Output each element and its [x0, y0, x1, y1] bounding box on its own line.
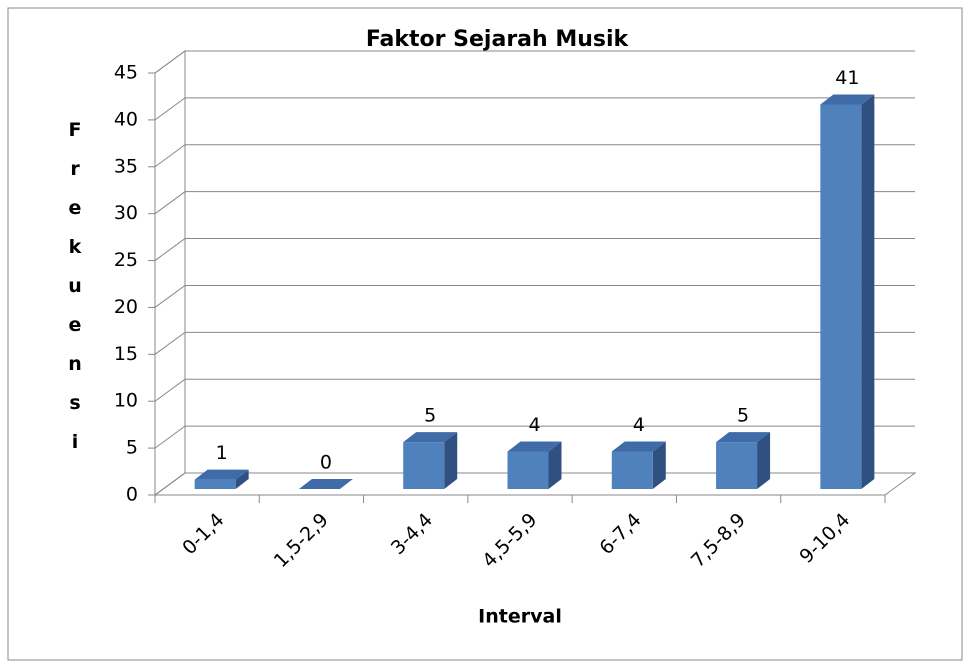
bar-front [611, 451, 653, 489]
bar-side [861, 94, 875, 489]
y-tick-label: 35 [114, 155, 138, 177]
grid-line [154, 144, 915, 168]
data-label: 41 [835, 67, 859, 89]
bar [507, 441, 562, 489]
bar-front [403, 442, 445, 489]
bar [194, 469, 249, 489]
chart-border [7, 7, 963, 661]
data-label: 4 [633, 414, 645, 436]
bar [716, 432, 771, 489]
chart-title: Faktor Sejarah Musik [366, 27, 630, 52]
bar-top [298, 479, 353, 489]
y-tick-label: 40 [114, 108, 138, 130]
bar-front [820, 104, 862, 489]
bar-top [716, 432, 771, 443]
bar [298, 479, 353, 489]
bar-side [757, 432, 771, 489]
grid-line [154, 97, 915, 121]
bar-top [507, 441, 562, 452]
data-label: 4 [528, 414, 540, 436]
y-tick-label: 10 [114, 390, 138, 412]
bar-top [403, 432, 458, 443]
grid-line [154, 331, 915, 355]
y-tick-label: 20 [114, 296, 138, 318]
bar-side [548, 441, 562, 489]
grid-line [154, 425, 915, 449]
bar-top [611, 441, 666, 452]
bar-front [716, 442, 758, 489]
y-tick-label: 45 [114, 62, 138, 84]
bar-side [652, 441, 666, 489]
bar-top [820, 94, 875, 105]
grid-line [154, 238, 915, 261]
grid-line [154, 50, 915, 74]
bar-side [235, 469, 249, 489]
grid-line [154, 284, 915, 308]
y-tick-label: 0 [126, 484, 138, 506]
y-tick-label: 5 [126, 437, 138, 459]
y-tick-label: 30 [114, 202, 138, 224]
bar-side [444, 432, 458, 489]
data-label: 5 [737, 405, 749, 427]
bar [820, 94, 875, 489]
data-label: 1 [216, 442, 228, 464]
grid-line [154, 191, 915, 215]
bar [611, 441, 666, 489]
grid-line [154, 378, 915, 402]
bar-front [507, 451, 549, 489]
data-label: 5 [424, 405, 436, 427]
x-axis-label: Interval [478, 606, 562, 628]
bar [403, 432, 458, 489]
bar-front [194, 479, 236, 489]
grid-line [154, 472, 915, 496]
y-tick-label: 15 [114, 343, 138, 365]
y-tick-label: 25 [114, 249, 138, 271]
data-label: 0 [320, 452, 332, 474]
bar-top [194, 469, 249, 480]
